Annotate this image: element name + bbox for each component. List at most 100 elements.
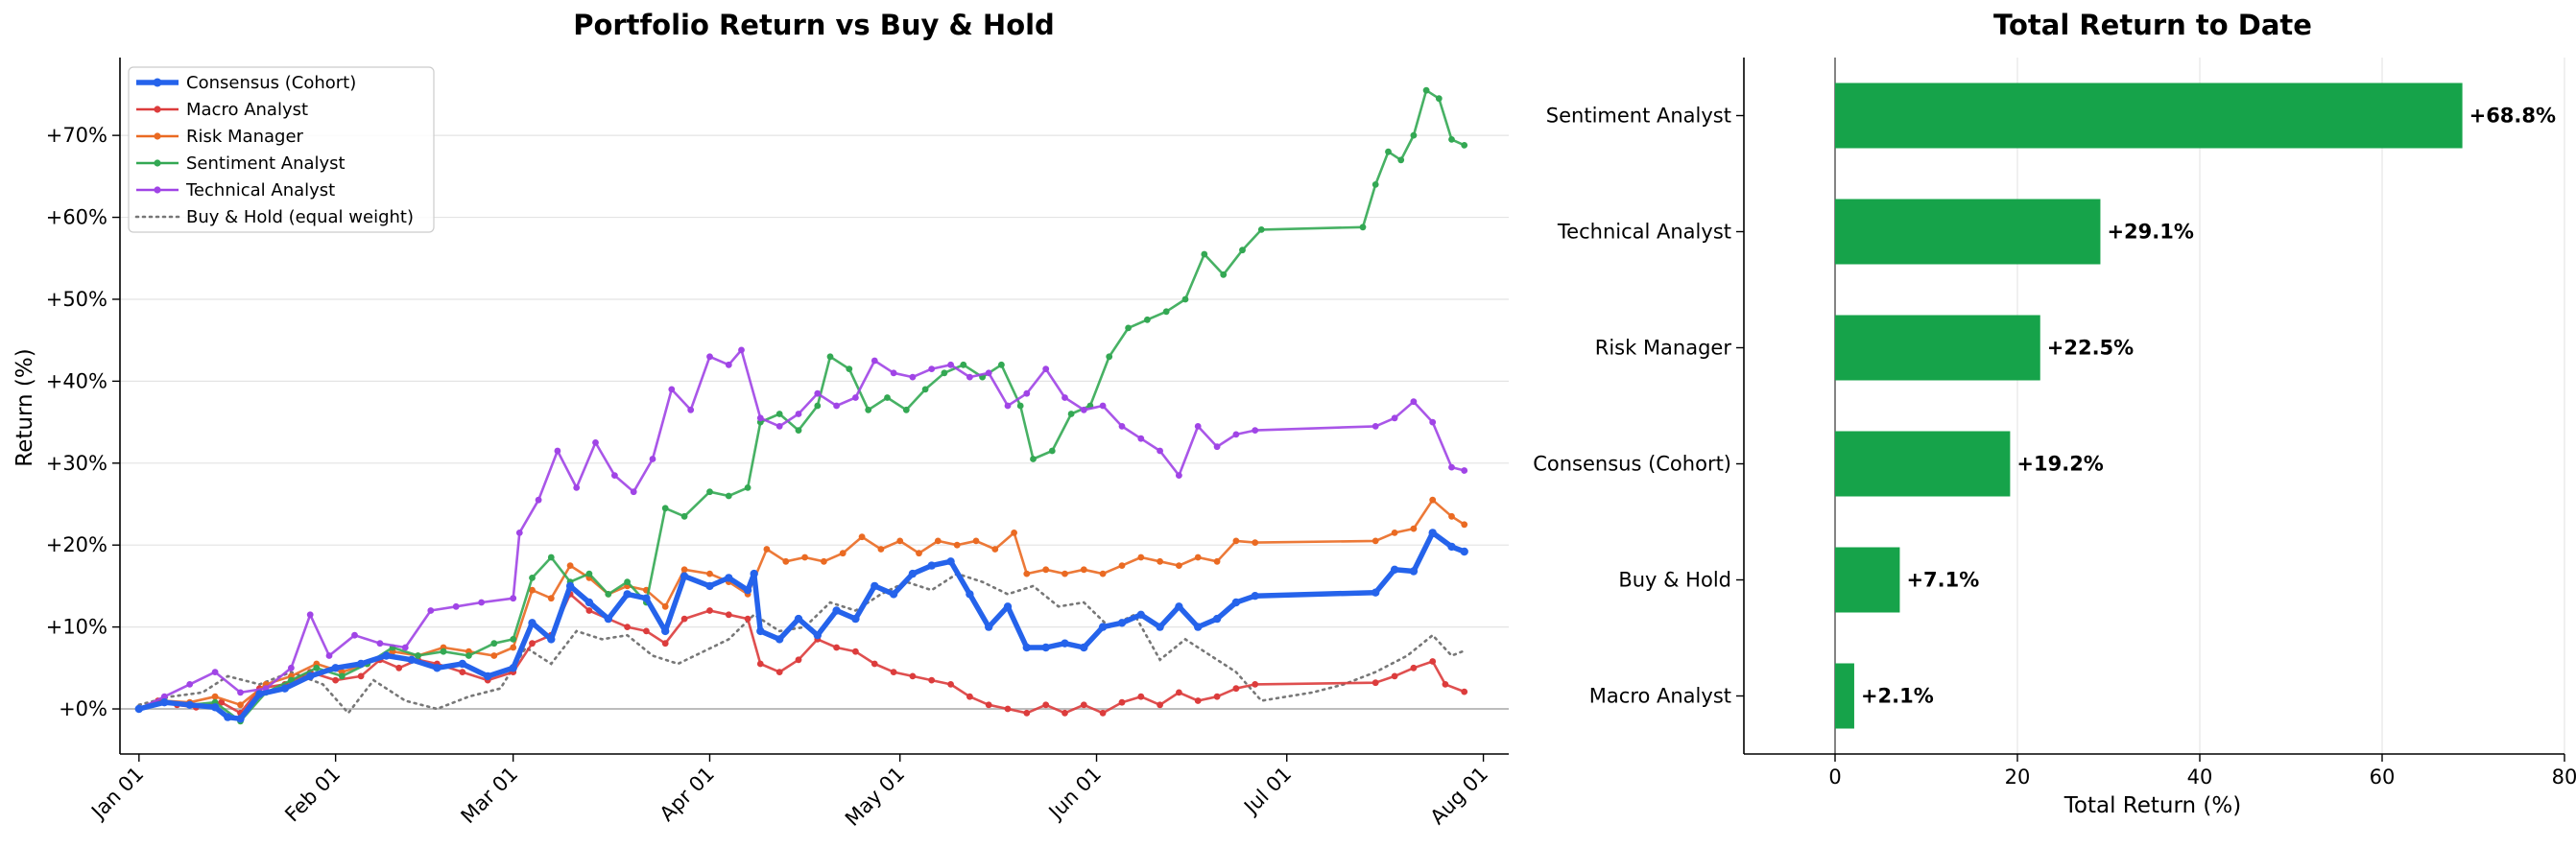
legend-label: Buy & Hold (equal weight) — [186, 207, 414, 227]
data-label: +29.1% — [2107, 221, 2193, 244]
data-point — [1201, 251, 1207, 258]
data-point — [211, 703, 219, 711]
data-point — [624, 578, 631, 585]
legend-marker — [154, 106, 160, 112]
data-point — [891, 669, 897, 675]
data-point — [427, 607, 434, 614]
chart-title: Portfolio Return vs Buy & Hold — [573, 9, 1055, 41]
data-point — [186, 701, 194, 709]
data-point — [1195, 697, 1202, 704]
data-point — [566, 582, 574, 590]
data-point — [395, 665, 402, 671]
data-point — [1068, 411, 1075, 417]
data-point — [973, 538, 980, 545]
data-point — [358, 673, 365, 680]
data-point — [851, 615, 859, 623]
data-point — [281, 685, 289, 693]
data-point — [878, 546, 885, 553]
data-point — [1447, 543, 1455, 551]
data-point — [782, 558, 789, 565]
legend-label: Risk Manager — [186, 127, 304, 147]
data-point — [160, 698, 168, 706]
data-point — [1049, 448, 1056, 455]
data-point — [650, 456, 656, 462]
data-point — [1157, 448, 1163, 455]
data-point — [935, 538, 942, 545]
data-point — [1233, 538, 1240, 545]
data-point — [1125, 325, 1132, 332]
data-point — [814, 390, 821, 397]
data-point — [611, 472, 618, 479]
data-point — [928, 365, 935, 372]
x-tick-label: 80 — [2552, 766, 2576, 789]
series-line — [139, 532, 1465, 718]
data-point — [1100, 710, 1107, 717]
data-point — [307, 611, 314, 618]
data-point — [529, 640, 536, 647]
data-point — [1163, 308, 1170, 315]
data-point — [1004, 602, 1012, 610]
data-point — [1252, 427, 1258, 434]
data-point — [237, 701, 244, 708]
data-label: +19.2% — [2016, 453, 2103, 476]
data-point — [821, 558, 827, 565]
data-point — [1214, 694, 1221, 700]
x-tick-label: Jan 01 — [85, 763, 148, 825]
data-point — [1411, 526, 1418, 532]
data-point — [871, 661, 878, 668]
data-point — [1461, 142, 1467, 149]
data-point — [490, 640, 497, 647]
x-axis-ticks: Jan 01 Feb 01 Mar 01 Apr 01 May 01 Jun 01 Jul … — [85, 754, 1492, 831]
data-point — [1411, 665, 1418, 671]
data-point — [986, 369, 992, 376]
data-point — [1175, 602, 1182, 610]
data-label: +7.1% — [1906, 569, 1979, 592]
data-point — [884, 394, 891, 401]
data-point — [1360, 224, 1367, 230]
data-point — [1392, 530, 1398, 536]
data-point — [757, 414, 764, 421]
x-tick-label: 40 — [2187, 766, 2213, 789]
data-point — [592, 439, 599, 446]
data-point — [1042, 365, 1049, 372]
data-point — [586, 571, 593, 577]
y-tick-label: +60% — [46, 206, 107, 229]
data-point — [1411, 398, 1418, 405]
data-point — [942, 369, 948, 376]
legend-marker — [154, 186, 160, 193]
data-point — [510, 636, 516, 643]
data-point — [1106, 353, 1112, 360]
data-point — [1443, 681, 1449, 688]
data-point — [725, 574, 732, 581]
bar — [1835, 200, 2100, 265]
data-point — [852, 394, 859, 401]
y-category-label: Buy & Hold — [1618, 569, 1731, 592]
data-point — [745, 616, 751, 623]
data-point — [1461, 548, 1468, 555]
data-point — [1252, 539, 1258, 546]
x-tick-label: 20 — [2005, 766, 2031, 789]
data-point — [1448, 513, 1455, 520]
data-point — [680, 573, 688, 580]
y-tick-label: +30% — [46, 452, 107, 475]
data-point — [1119, 423, 1126, 430]
y-category-label: Technical Analyst — [1557, 221, 1731, 244]
data-point — [573, 484, 580, 491]
data-point — [1137, 436, 1144, 442]
data-point — [776, 423, 783, 430]
y-category-label: Consensus (Cohort) — [1533, 453, 1731, 476]
data-point — [1119, 562, 1126, 569]
data-point — [903, 407, 910, 413]
data-point — [801, 554, 808, 561]
data-point — [631, 488, 637, 495]
data-point — [1030, 456, 1037, 462]
data-point — [661, 627, 669, 635]
data-point — [1214, 443, 1221, 450]
data-point — [796, 656, 802, 663]
gridlines — [1835, 58, 2564, 754]
data-point — [1137, 694, 1144, 700]
data-point — [1252, 681, 1258, 688]
series-macro-analyst — [135, 591, 1467, 717]
bar — [1835, 83, 2463, 149]
data-point — [1385, 149, 1392, 155]
